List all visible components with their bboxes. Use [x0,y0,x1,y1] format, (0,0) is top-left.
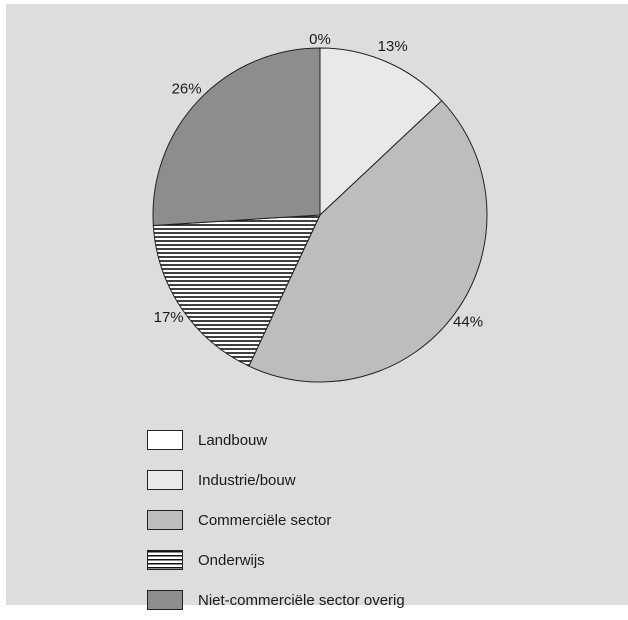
data-label-landbouw: 0% [309,31,331,48]
legend-item-commerciele-sector: Commerciële sector [147,500,405,540]
pie-chart: 0% 13% 44% 17% 26% [152,31,488,383]
legend-item-niet-commerciele-sector-overig: Niet-commerciële sector overig [147,580,405,620]
legend-label-commerciele-sector: Commerciële sector [198,511,332,529]
legend-item-onderwijs: Onderwijs [147,540,405,580]
legend: Landbouw Industrie/bouw Commerciële sect… [147,420,405,620]
data-label-commerciele-sector: 44% [453,314,483,331]
pie-slice-onderwijs [152,214,321,367]
legend-label-niet-commerciele-sector-overig: Niet-commerciële sector overig [198,591,405,609]
pie-slice-commerciele-sector [248,99,488,383]
pie-slice-niet-commerciele-sector-overig [152,47,321,227]
data-label-industrie-bouw: 13% [378,38,408,55]
legend-swatch-niet-commerciele-sector-overig [147,590,183,610]
legend-swatch-landbouw [147,430,183,450]
legend-item-industrie-bouw: Industrie/bouw [147,460,405,500]
data-label-onderwijs: 17% [154,309,184,326]
legend-swatch-commerciele-sector [147,510,183,530]
legend-label-landbouw: Landbouw [198,431,268,449]
data-label-niet-commerciele-sector-overig: 26% [172,81,202,98]
legend-swatch-industrie-bouw [147,470,183,490]
legend-label-industrie-bouw: Industrie/bouw [198,471,296,489]
pie-slice-industrie-bouw [319,47,443,217]
legend-item-landbouw: Landbouw [147,420,405,460]
legend-swatch-onderwijs [147,550,183,570]
legend-label-onderwijs: Onderwijs [198,551,265,569]
